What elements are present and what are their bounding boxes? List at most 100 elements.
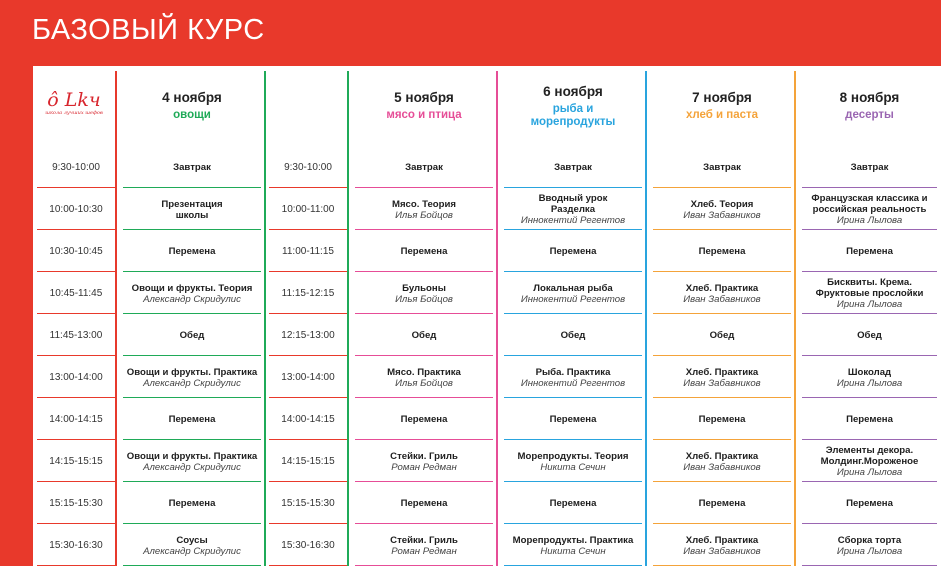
time-slot: 10:45-11:45 (37, 272, 115, 314)
day-theme: десерты (845, 109, 894, 121)
event-title: Хлеб. Практика (685, 534, 759, 546)
schedule-cell: Овощи и фрукты. Теория Александр Скридули… (123, 272, 261, 314)
event-title: Мясо. Теория (391, 198, 457, 210)
event-title: Перемена (168, 246, 216, 257)
event-title: Перемена (846, 414, 893, 425)
time-label: 15:15-15:30 (49, 498, 103, 509)
event-title: Завтрак (703, 162, 741, 173)
event-title: Морепродукты. Теория (517, 450, 629, 462)
event-teacher: Ирина Лылова (836, 545, 903, 557)
event-teacher: Александр Скридулис (143, 377, 241, 389)
logo-tagline: школа лучших шефов (45, 110, 103, 116)
schedule-cell: Перемена (123, 230, 261, 272)
event-title: Локальная рыба (533, 282, 613, 294)
schedule-cell: Бисквиты. Крема. Фруктовые прослойки Ирина… (802, 272, 937, 314)
schedule-cell: Хлеб. Теория Иван Забавников (653, 188, 791, 230)
event-title: Презентация школы (161, 198, 223, 221)
event-teacher: Иннокентий Регентов (520, 293, 626, 305)
schedule-cell: Обед (123, 314, 261, 356)
event-teacher: Александр Скридулис (143, 545, 241, 557)
event-teacher: Иван Забавников (683, 461, 761, 473)
day-date: 5 ноября (394, 90, 454, 105)
schedule-cell: Обед (355, 314, 493, 356)
schedule-cell: Завтрак (504, 146, 642, 188)
schedule-cell: Хлеб. Практика Иван Забавников (653, 524, 791, 566)
event-teacher: Ирина Лылова (836, 299, 903, 310)
time-slot: 10:00-10:30 (37, 188, 115, 230)
schedule-cell: Перемена (653, 398, 791, 440)
schedule-cell: Стейки. Гриль Роман Редман (355, 440, 493, 482)
day-theme: рыба и морепродукты (530, 102, 616, 128)
column-divider (794, 71, 796, 566)
event-teacher: Никита Сечин (540, 461, 606, 473)
schedule-cell: Хлеб. Практика Иван Забавников (653, 440, 791, 482)
schedule-cell: Локальная рыба Иннокентий Регентов (504, 272, 642, 314)
day-date: 7 ноября (692, 90, 752, 105)
day-header: 5 ноября мясо и птица (351, 66, 497, 146)
schedule-cell: Французская классика и российская реально… (802, 188, 937, 230)
event-teacher: Иннокентий Регентов (520, 215, 626, 226)
time-label: 13:00-14:00 (281, 372, 335, 383)
schedule-cell: Овощи и фрукты. Практика Александр Скриду… (123, 356, 261, 398)
time-label: 9:30-10:00 (52, 162, 100, 173)
time-label: 11:15-12:15 (281, 288, 335, 299)
logo-mark: ô Lkч (47, 89, 101, 111)
event-title: Перемена (698, 498, 746, 509)
schedule-cell: Соусы Александр Скридулис (123, 524, 261, 566)
schedule-cell: Овощи и фрукты. Практика Александр Скриду… (123, 440, 261, 482)
event-title: Овощи и фрукты. Практика (126, 366, 258, 378)
column-divider (496, 71, 498, 566)
day-header: 7 ноября хлеб и паста (649, 66, 795, 146)
event-title: Перемена (846, 498, 893, 509)
schedule-cell: Мясо. Практика Илья Бойцов (355, 356, 493, 398)
event-title: Завтрак (173, 162, 211, 173)
day-date: 8 ноября (839, 90, 900, 105)
schedule-cell: Перемена (653, 230, 791, 272)
event-teacher: Ирина Лылова (836, 377, 903, 389)
day-date: 6 ноября (543, 83, 603, 99)
schedule-cell: Презентация школы (123, 188, 261, 230)
event-title: Овощи и фрукты. Теория (131, 282, 253, 294)
time-label: 14:15-15:15 (281, 456, 335, 467)
day-theme: овощи (173, 109, 211, 121)
schedule-cell: Перемена (355, 398, 493, 440)
schedule-cell: Хлеб. Практика Иван Забавников (653, 272, 791, 314)
time-label: 9:30-10:00 (284, 162, 332, 173)
event-title: Завтрак (554, 162, 592, 173)
event-title: Перемена (168, 498, 216, 509)
event-title: Обед (411, 330, 437, 341)
event-title: Перемена (400, 498, 448, 509)
schedule-cell: Вводный урок Разделка Иннокентий Регентов (504, 188, 642, 230)
schedule-cell: Завтрак (653, 146, 791, 188)
event-teacher: Ирина Лылова (836, 215, 903, 226)
time-slot: 15:15-15:30 (269, 482, 347, 524)
event-title: Рыба. Практика (535, 366, 611, 378)
event-title: Шоколад (847, 366, 892, 378)
time-slot: 15:30-16:30 (269, 524, 347, 566)
event-title: Завтрак (850, 162, 889, 173)
time-slot: 10:30-10:45 (37, 230, 115, 272)
time-slot: 13:00-14:00 (269, 356, 347, 398)
schedule-cell: Перемена (504, 482, 642, 524)
event-title: Французская классика и российская реально… (811, 193, 928, 215)
event-title: Морепродукты. Практика (512, 534, 634, 546)
time-slot: 14:00-14:15 (37, 398, 115, 440)
time-slot: 9:30-10:00 (269, 146, 347, 188)
event-teacher: Илья Бойцов (395, 377, 453, 389)
time-label: 11:45-13:00 (49, 330, 103, 341)
event-teacher: Илья Бойцов (395, 293, 453, 305)
school-logo: ô Lkч школа лучших шефов (43, 90, 105, 128)
schedule-cell: Завтрак (123, 146, 261, 188)
event-teacher: Илья Бойцов (395, 209, 453, 221)
time-slot: 14:15-15:15 (37, 440, 115, 482)
event-title: Обед (857, 330, 882, 341)
schedule-sheet: ô Lkч школа лучших шефов 4 ноября овощи 5 … (33, 66, 941, 566)
schedule-cell: Хлеб. Практика Иван Забавников (653, 356, 791, 398)
time-label: 10:00-10:30 (49, 204, 103, 215)
event-title: Стейки. Гриль (390, 534, 458, 546)
time-label: 14:00-14:15 (49, 414, 103, 425)
event-teacher: Никита Сечин (540, 545, 606, 557)
schedule-cell: Морепродукты. Теория Никита Сечин (504, 440, 642, 482)
schedule-cell: Перемена (355, 482, 493, 524)
event-title: Хлеб. Практика (685, 366, 759, 378)
